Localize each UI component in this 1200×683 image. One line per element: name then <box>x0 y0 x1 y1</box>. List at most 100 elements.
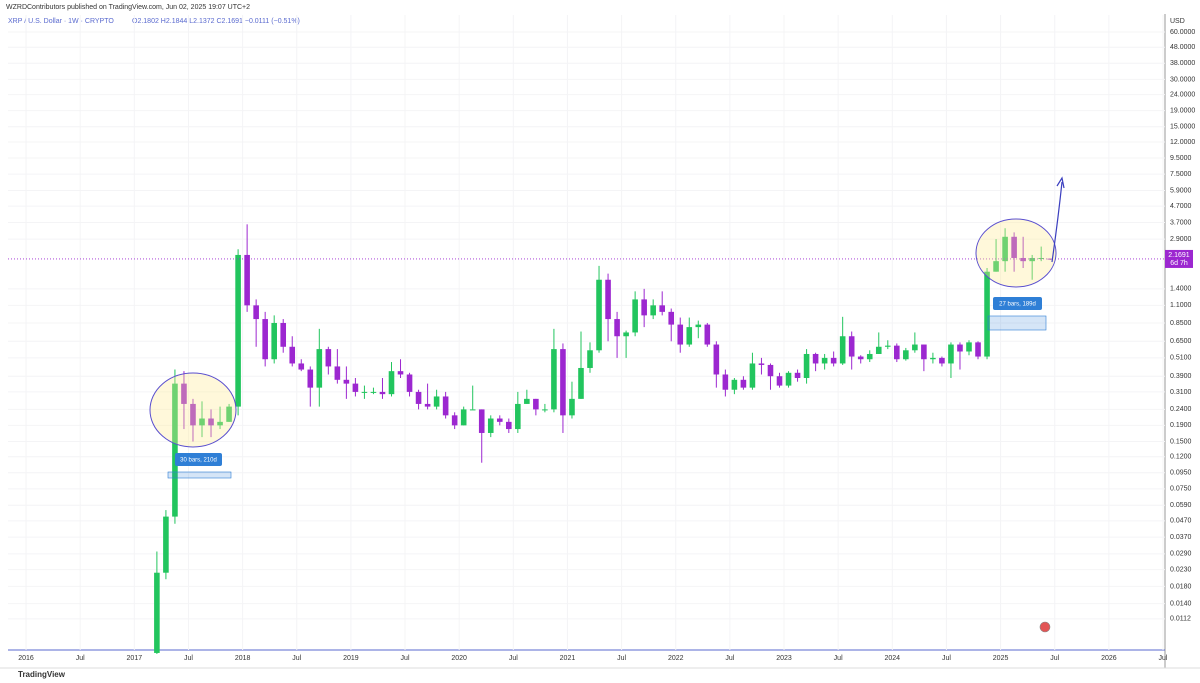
y-tick-label: 0.0470 <box>1170 518 1192 525</box>
candle-body <box>253 305 259 320</box>
x-tick-label: 2019 <box>343 655 359 662</box>
y-tick-label: 1.1000 <box>1170 302 1192 309</box>
candle-body <box>298 363 305 370</box>
candle-body <box>397 371 404 375</box>
candle-body <box>912 344 918 351</box>
candle-body <box>704 324 711 345</box>
annotation-label: 30 bars, 210d <box>180 458 217 464</box>
candle-body <box>244 254 250 306</box>
candle-body <box>1038 257 1044 259</box>
candle-body <box>289 346 296 364</box>
candle-body <box>1029 257 1035 262</box>
y-tick-label: 38.0000 <box>1170 60 1195 67</box>
candle-body <box>794 372 801 378</box>
candle-body <box>515 403 521 430</box>
y-tick-label: 0.0370 <box>1170 534 1192 541</box>
price-tag: 2.1691 6d 7h <box>1165 249 1193 268</box>
candle-body <box>894 345 900 360</box>
y-tick-label: 4.7000 <box>1170 203 1192 210</box>
y-tick-label: 0.5100 <box>1170 355 1192 362</box>
currency: USD <box>1170 18 1185 25</box>
candle-body <box>767 364 774 377</box>
x-tick-label: 2024 <box>885 655 901 662</box>
candle-body <box>857 356 864 360</box>
x-tick-label: 2016 <box>18 655 34 662</box>
candle-body <box>370 391 377 393</box>
y-tick-label: 0.3100 <box>1170 389 1192 396</box>
candle-body <box>866 353 873 360</box>
candle-body <box>334 366 341 380</box>
annotation-label: 27 bars, 189d <box>999 302 1036 308</box>
y-tick-label: 0.0290 <box>1170 551 1192 558</box>
candle-body <box>424 403 431 407</box>
candle-body <box>659 305 665 312</box>
candle-body <box>668 311 675 325</box>
x-tick-label: Jul <box>617 655 626 662</box>
y-tick-label: 0.8500 <box>1170 320 1192 327</box>
candle-body <box>722 374 729 390</box>
candle-body <box>208 418 214 426</box>
candle-body <box>641 299 647 316</box>
candle-body <box>217 421 223 426</box>
y-tick-label: 0.6500 <box>1170 338 1192 345</box>
candle-body <box>740 379 747 388</box>
x-tick-label: Jul <box>292 655 301 662</box>
y-tick-label: 12.0000 <box>1170 139 1195 146</box>
candle-body <box>921 344 927 360</box>
candle-body <box>966 342 972 352</box>
x-tick-label: 2026 <box>1101 655 1117 662</box>
candle-body <box>650 305 656 316</box>
candle-body <box>154 572 160 653</box>
candle-body <box>361 391 368 393</box>
x-tick-label: 2025 <box>993 655 1009 662</box>
candle-body <box>352 383 359 392</box>
date-range <box>167 471 232 479</box>
candle-body <box>830 357 837 364</box>
candle-body <box>749 363 756 388</box>
candle-body <box>542 409 548 411</box>
highlight-ellipse <box>149 372 237 448</box>
x-tick-label: Jul <box>834 655 843 662</box>
y-tick-label: 24.0000 <box>1170 92 1195 99</box>
candle-body <box>451 415 458 426</box>
candle-body <box>1002 236 1008 262</box>
candle-body <box>614 319 620 337</box>
candle-body <box>469 409 476 411</box>
candle-body <box>939 357 945 364</box>
candle-body <box>406 374 413 392</box>
candle-body <box>776 376 783 386</box>
price-tag-box <box>1165 249 1193 268</box>
candle-body <box>569 398 575 416</box>
x-tick-label: 2021 <box>560 655 576 662</box>
candle-body <box>695 324 702 328</box>
candle-body <box>713 344 720 375</box>
candle-body <box>325 349 332 367</box>
y-tick-label: 0.0180 <box>1170 583 1192 590</box>
candle-body <box>677 324 684 345</box>
candle-body <box>1011 236 1017 258</box>
candle-body <box>686 327 693 345</box>
candle-body <box>560 349 566 416</box>
x-tick-label: 2020 <box>451 655 467 662</box>
candle-body <box>262 319 268 360</box>
y-tick-label: 0.0140 <box>1170 600 1192 607</box>
candle-body <box>487 418 494 433</box>
candle-body <box>506 421 512 430</box>
y-tick-label: 30.0000 <box>1170 76 1195 83</box>
candle-body <box>496 418 503 422</box>
candle-body <box>280 322 287 347</box>
candle-body <box>181 383 187 404</box>
y-tick-label: 0.3900 <box>1170 373 1192 380</box>
candle-body <box>442 396 449 416</box>
byline: WZRDContributors published on TradingVie… <box>6 4 250 11</box>
price-tag-label: 2.1691 <box>1168 252 1190 259</box>
candle-body <box>478 409 485 433</box>
candle-body <box>307 369 314 388</box>
x-tick-label: Jul <box>942 655 951 662</box>
y-tick-label: 0.0590 <box>1170 502 1192 509</box>
candle-body <box>433 396 440 407</box>
y-tick-label: 7.5000 <box>1170 171 1192 178</box>
y-tick-label: 5.9000 <box>1170 187 1192 194</box>
brand: TradingView <box>18 670 66 679</box>
y-tick-label: 60.0000 <box>1170 29 1195 36</box>
